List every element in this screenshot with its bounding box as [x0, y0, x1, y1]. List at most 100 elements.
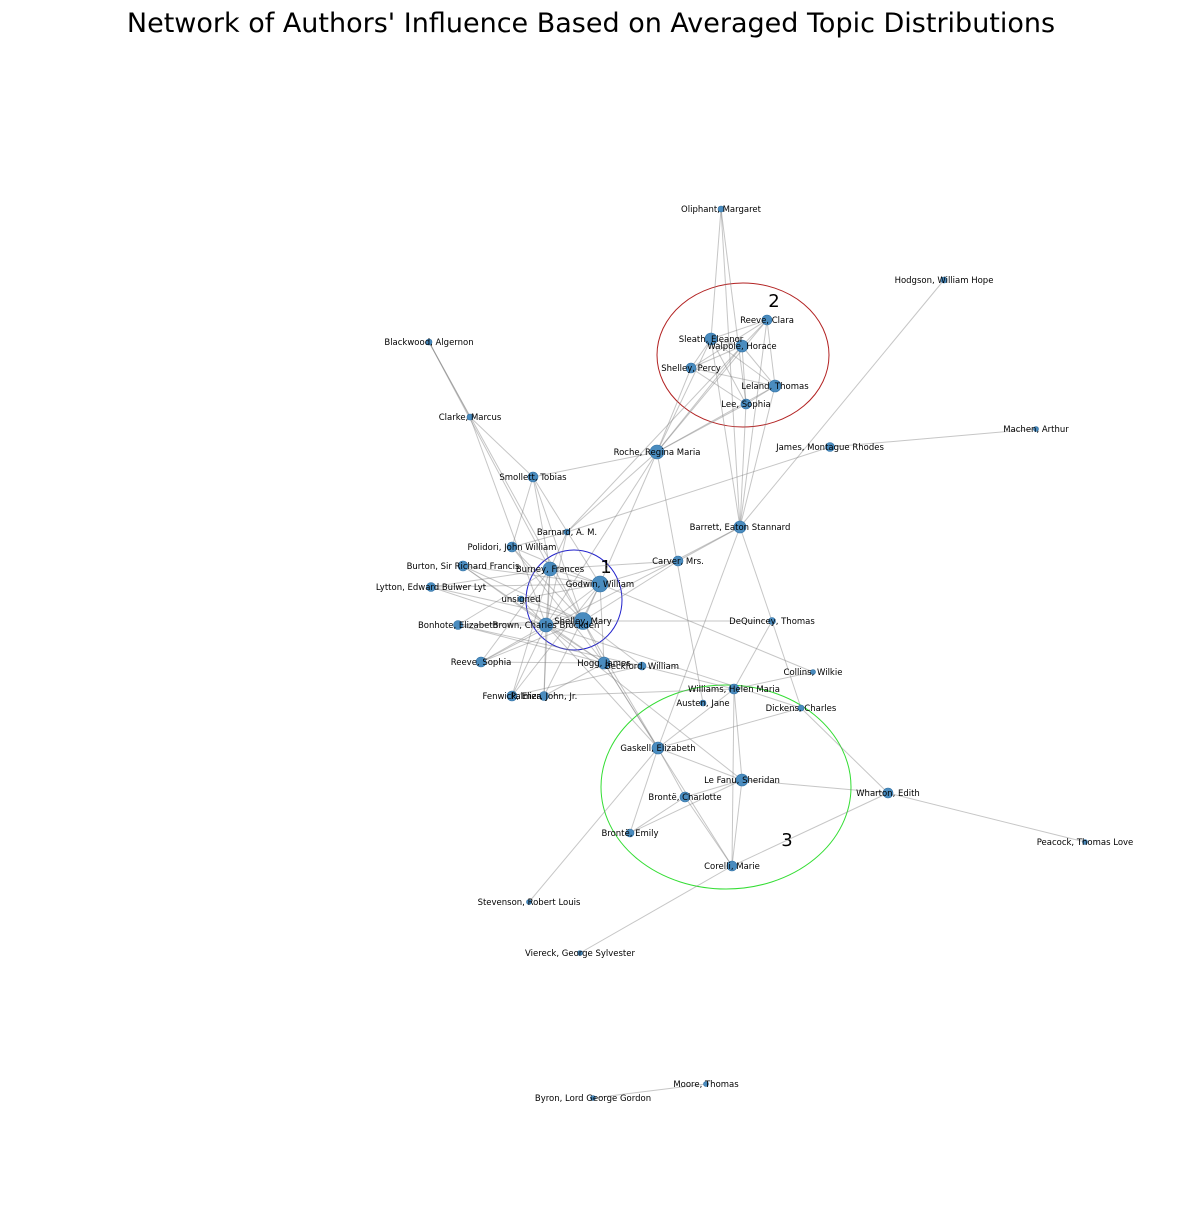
node-label-gaskell: Gaskell, Elizabeth: [620, 744, 695, 754]
edge-lefanu-bronte_emily: [629, 779, 743, 834]
edge-williams-palmer: [543, 688, 735, 697]
node-label-wharton: Wharton, Edith: [856, 789, 920, 799]
edge-smollett-shelley_mary: [532, 476, 584, 622]
edge-burton-hogg: [462, 565, 605, 664]
edge-burney-brown: [545, 568, 551, 626]
edge-oliphant-lee: [720, 208, 747, 405]
edge-roche-smollett: [532, 451, 658, 478]
edge-shelley_mary-bonhote: [457, 620, 584, 626]
edge-bonhote-hogg: [457, 624, 605, 664]
edge-gaskell-bronte_emily: [629, 747, 659, 834]
edge-hogg-corelli: [603, 662, 733, 867]
edge-gaskell-lefanu: [657, 747, 743, 781]
edge-reeve_clara-roche: [656, 319, 768, 453]
edge-barrett-reeve_sophia: [480, 526, 741, 663]
node-label-corelli: Corelli, Marie: [704, 862, 760, 872]
edge-williams-corelli: [731, 688, 735, 867]
edge-clarke-brown: [469, 416, 547, 626]
edge-shelley_percy-roche: [656, 367, 692, 453]
edge-clarke-smollett: [469, 416, 534, 478]
edge-lee-roche: [656, 403, 747, 453]
node-label-bronte_charlotte: Brontë, Charlotte: [648, 793, 721, 803]
node-clarke: [466, 413, 474, 421]
edge-hodgson-barrett: [739, 279, 945, 528]
node-walpole: [735, 339, 749, 353]
node-reeve_clara: [761, 314, 773, 326]
node-label-unsigned: unsigned: [502, 595, 541, 605]
node-shelley_mary: [574, 612, 592, 630]
edge-reeve_clara-shelley_percy: [690, 319, 768, 369]
node-label-burney: Burney, Frances: [516, 565, 585, 575]
node-bonhote: [453, 620, 463, 630]
node-collins: [810, 669, 816, 675]
edge-bonhote-beckford: [457, 624, 643, 667]
node-bronte_emily: [625, 828, 635, 838]
node-barnard: [563, 528, 571, 536]
node-label-godwin: Godwin, William: [566, 580, 634, 590]
node-label-dequincey: DeQuincey, Thomas: [729, 617, 815, 627]
node-stevenson: [526, 899, 532, 905]
node-label-hogg: Hogg, James: [577, 659, 631, 669]
node-carver: [672, 555, 684, 567]
cluster-outline-2: [656, 282, 830, 428]
edge-oliphant-barrett: [720, 208, 741, 528]
edge-walpole-lee: [741, 345, 747, 405]
node-machen: [1033, 426, 1039, 432]
edge-lefanu-corelli: [731, 779, 743, 867]
edge-smollett-polidori: [511, 476, 534, 548]
edge-barrett-carver: [677, 526, 741, 562]
edge-shelley_mary-reeve_sophia: [480, 620, 584, 663]
node-dickens: [797, 704, 805, 712]
cluster-label-2: 2: [768, 291, 779, 312]
chart-title: Network of Authors' Influence Based on A…: [127, 8, 1055, 39]
cluster-outline-3: [600, 684, 852, 890]
node-label-machen: Machen, Arthur: [1003, 425, 1069, 435]
node-label-clarke: Clarke, Marcus: [439, 413, 502, 423]
edge-godwin-fenwick: [511, 583, 601, 697]
node-label-viereck: Viereck, George Sylvester: [525, 949, 635, 959]
node-label-stevenson: Stevenson, Robert Louis: [478, 898, 581, 908]
edge-wharton-corelli: [731, 792, 889, 867]
node-label-leland: Leland, Thomas: [741, 382, 809, 392]
edge-lee-barrett: [739, 403, 747, 528]
node-label-collins: Collins, Wilkie: [784, 668, 843, 678]
edge-roche-barnard: [566, 451, 658, 533]
cluster-outline-1: [525, 549, 623, 651]
edge-blackwood-shelley_mary: [428, 341, 584, 622]
edge-blackwood-clarke: [428, 341, 471, 418]
node-fenwick: [506, 690, 518, 702]
edge-burney-shelley_mary: [549, 568, 584, 622]
edge-brown-dickens: [545, 624, 802, 709]
edge-shelley_mary-beckford: [582, 620, 643, 667]
edge-polidori-hogg: [511, 546, 605, 664]
node-label-bonhote: Bonhote, Elizabeth: [418, 621, 498, 631]
edge-sleath-barrett: [710, 338, 741, 528]
edge-bronte_charlotte-bronte_emily: [629, 796, 686, 834]
edge-gaskell-bronte_charlotte: [657, 747, 686, 798]
node-label-smollett: Smollett, Tobias: [499, 473, 567, 483]
edge-reeve_clara-barrett: [739, 319, 768, 528]
node-label-barnard: Barnard, A. M.: [537, 528, 597, 538]
node-peacock: [1082, 839, 1088, 845]
edge-hogg-palmer: [543, 662, 605, 697]
node-unsigned: [517, 595, 525, 603]
node-label-beckford: Beckford, William: [605, 662, 679, 672]
node-hogg: [597, 656, 611, 670]
edge-hogg-gaskell: [603, 662, 659, 749]
node-smollett: [527, 471, 539, 483]
node-austen: [699, 699, 707, 707]
node-brown: [538, 617, 554, 633]
edge-dequincey-dickens: [771, 620, 802, 709]
edge-lytton-burney: [430, 568, 551, 588]
node-label-bronte_emily: Brontë, Emily: [601, 829, 658, 839]
edge-brown-gaskell: [545, 624, 659, 749]
node-reeve_sophia: [475, 656, 487, 668]
edge-barnard-polidori: [511, 531, 568, 548]
node-dequincey: [768, 617, 776, 625]
edge-shelley_mary-gaskell: [582, 620, 659, 749]
edge-lefanu-bronte_charlotte: [684, 779, 743, 798]
edge-williams-gaskell: [657, 688, 735, 749]
node-burney: [542, 561, 558, 577]
node-label-james: James, Montague Rhodes: [775, 443, 884, 453]
